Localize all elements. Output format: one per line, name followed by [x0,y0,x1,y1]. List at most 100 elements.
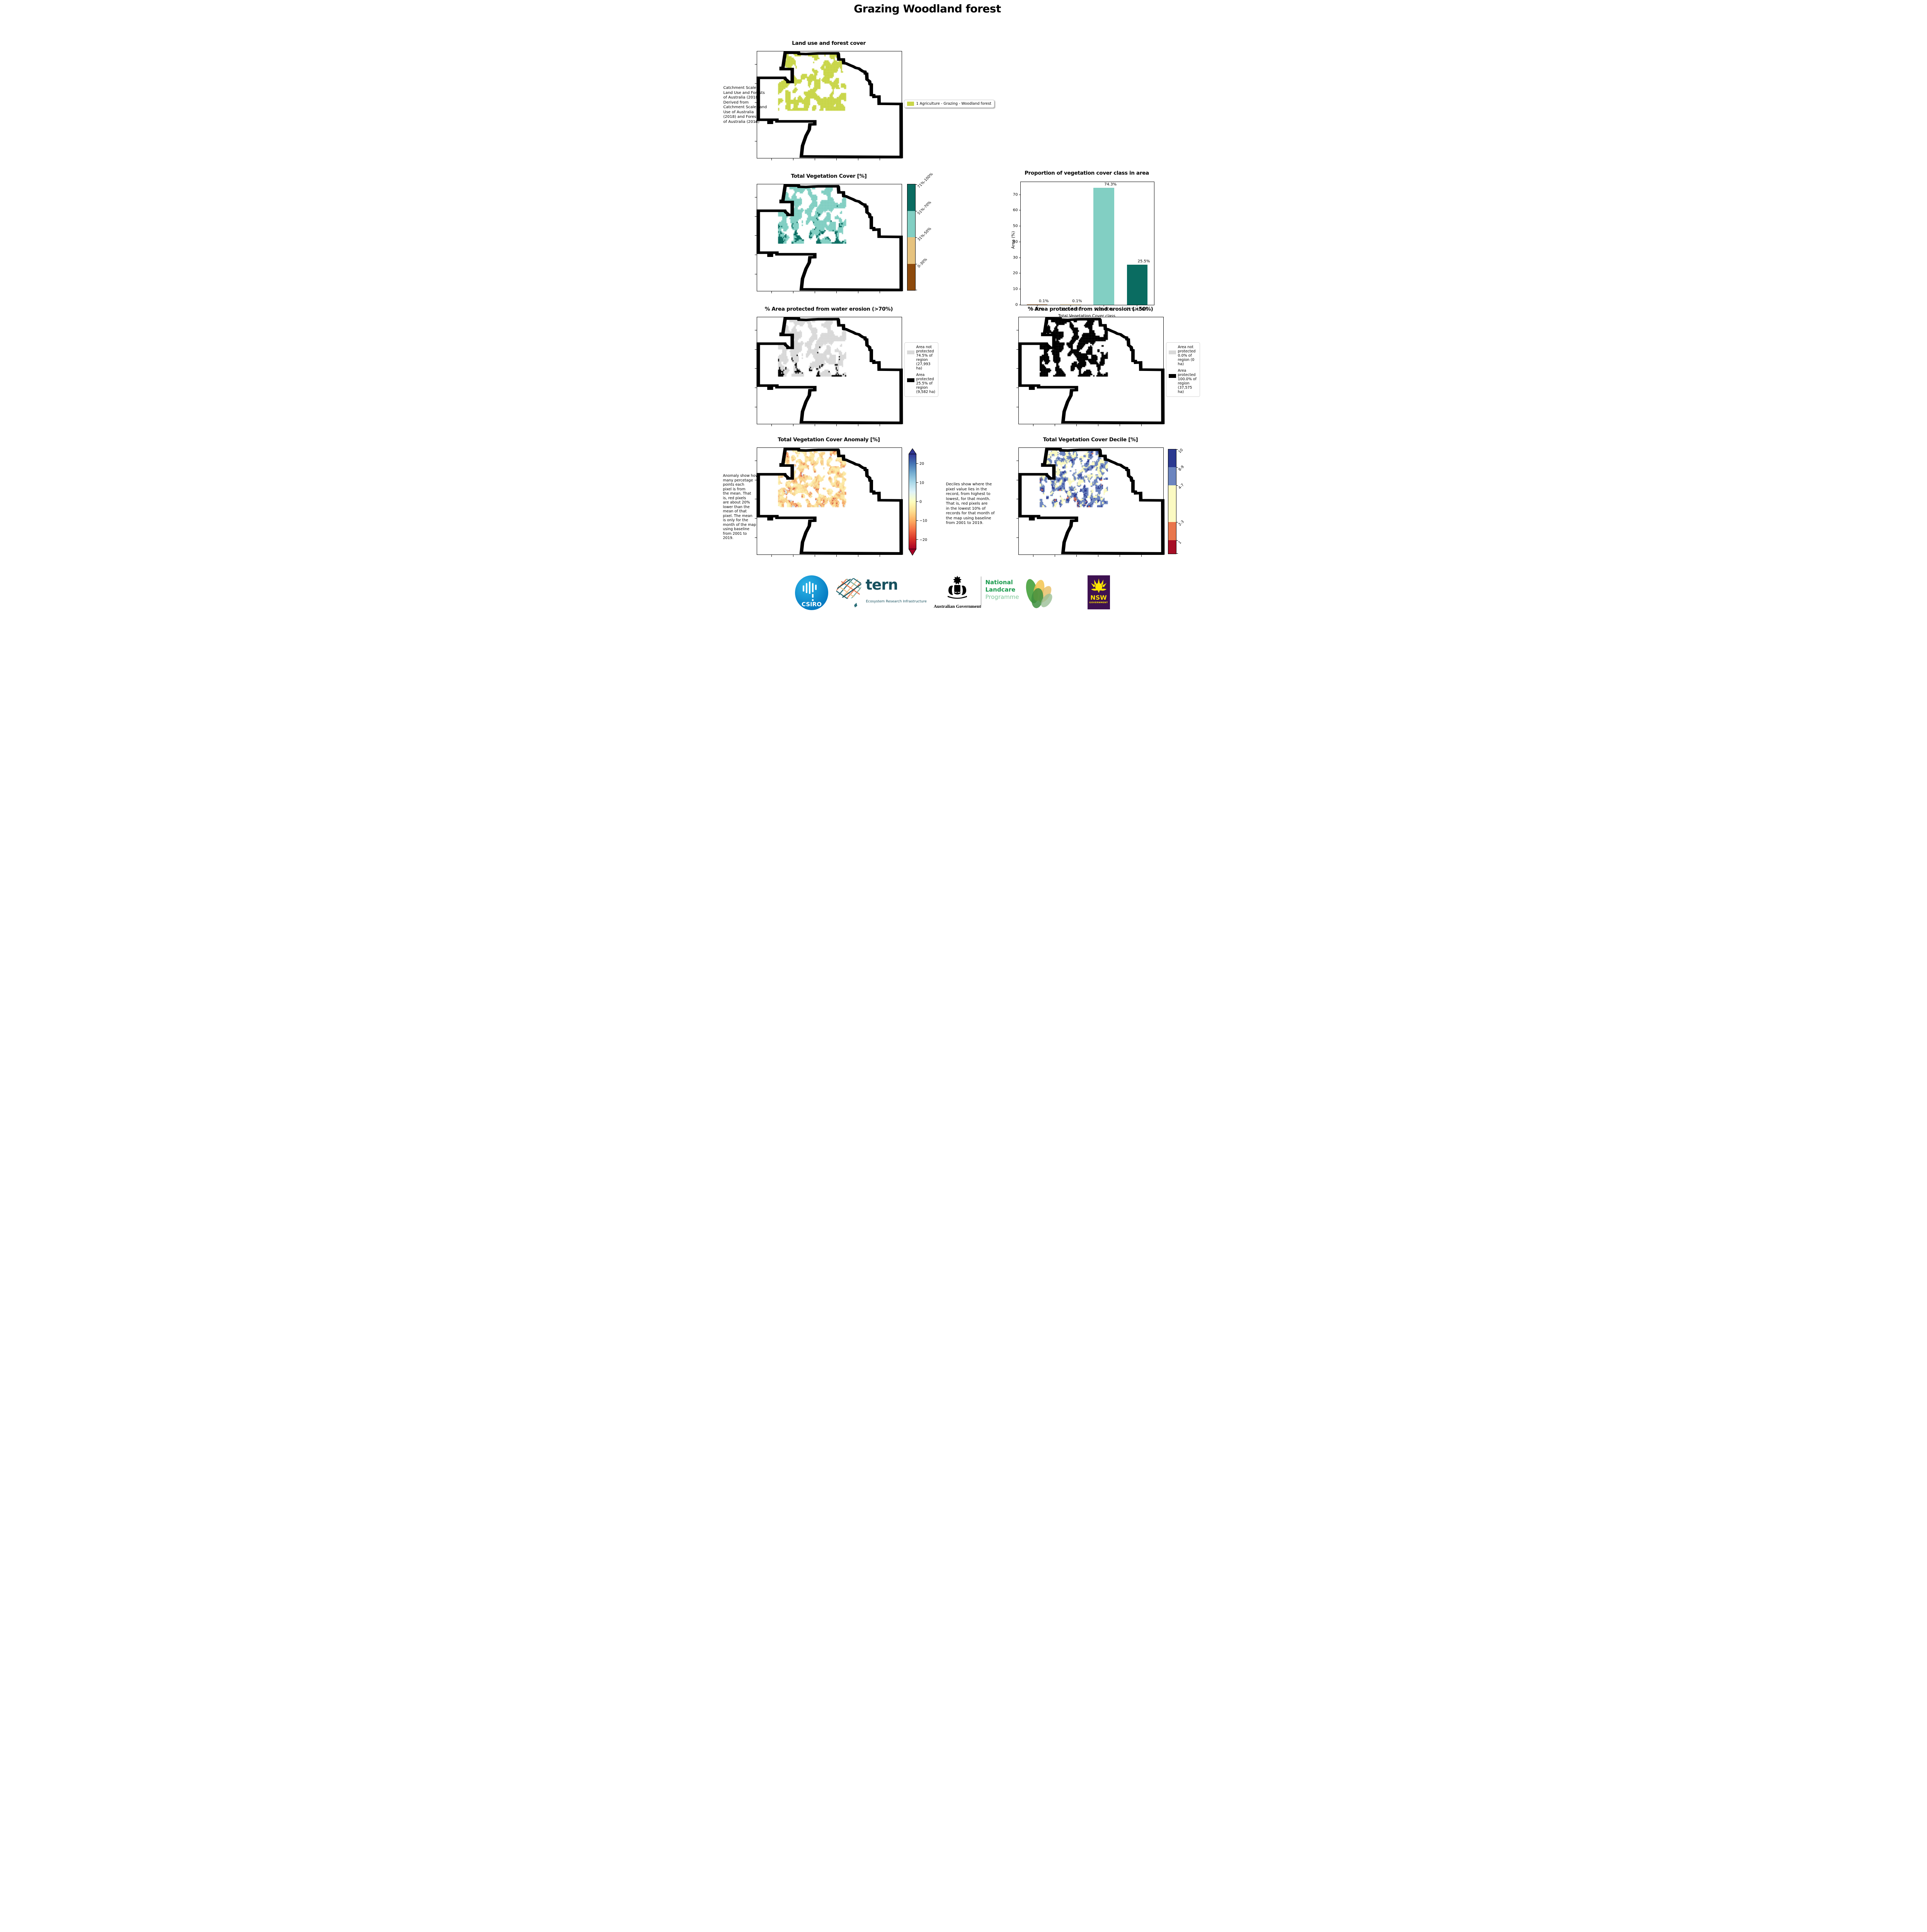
water-map [754,317,902,426]
y-tick-label: 30 [1013,255,1018,260]
anomaly-colorbar-ticks: 20 10 0 −10 −20 [916,462,927,542]
bar-51%-70% [1093,188,1114,305]
proportion-chart-title: Proportion of vegetation cover class in … [1025,170,1149,176]
water-protected-label: Area protected 25.5% of region (9,582 ha… [916,373,935,394]
y-tick-label: 10 [1013,287,1018,291]
bar-71%-100% [1127,265,1148,305]
tern-wordmark: tern [865,577,898,593]
colorbar-up-arrow [908,448,917,454]
bar-value-label: 25.5% [1137,259,1150,264]
colorbar-label: 51%-70% [916,200,932,216]
landuse-legend-label: 1 Agriculture - Grazing - Woodland fores… [916,102,991,106]
x-tick-label: 0-30% [1030,307,1044,312]
colorbar-segment [907,264,915,290]
water-notprotected-label: Area not protected 74.5% of region (27,9… [916,345,934,371]
landuse-title: Land use and forest cover [792,40,866,46]
bar-31%-50% [1060,304,1081,305]
landcare-line2: Landcare [985,586,1016,593]
colorbar-segment [907,237,915,264]
nsw-waratah-icon [1091,578,1106,592]
colorbar-label: 2-3 [1177,519,1185,527]
colorbar-label: 31%-50% [916,226,932,242]
colorbar-segment [1168,449,1176,467]
nsw-wordmark: NSW [1090,594,1107,601]
region-boundary [1019,448,1164,554]
colorbar-label: 8-9 [1177,464,1185,472]
csiro-wordmark: CSIRO [802,601,822,608]
bar-0-30% [1026,304,1048,305]
nsw-government-label: GOVERNMENT [1089,602,1108,604]
colorbar-label: 1 [1177,540,1182,545]
colorbar-label: 0-30% [916,257,928,269]
y-tick-label: 50 [1013,224,1018,228]
crest-emu [961,585,966,595]
wind-map [1016,317,1164,426]
colorbar-label: 10 [1177,448,1184,454]
anomaly-colorbar: 20 10 0 −10 −20 [908,448,927,556]
y-tick-label: 40 [1013,240,1018,244]
water-legend: Area not protected 74.5% of region (27,9… [904,342,938,397]
legend-entry: Area not protected 0.0% of region (0 ha) [1168,345,1197,366]
y-tick-label: 70 [1013,192,1018,197]
y-tick-label: 60 [1013,208,1018,213]
australian-government-crest [947,576,967,599]
colorbar-label: 71%-100% [916,172,934,189]
x-tick-label: 51%-70% [1094,307,1114,312]
water-protected-swatch [907,378,914,382]
anomaly-title: Total Vegetation Cover Anomaly [%] [778,437,880,443]
region-boundary [757,185,902,291]
wind-legend: Area not protected 0.0% of region (0 ha)… [1166,342,1200,397]
decile-colorbar: 10 8-9 4-7 2-3 1 [1168,448,1185,554]
bar-value-label: 0.1% [1039,299,1049,304]
x-tick-label: 71%-100% [1126,307,1148,312]
region-boundary [757,448,902,554]
tasmania-shape [854,603,857,607]
wind-notprotected-label: Area not protected 0.0% of region (0 ha) [1178,345,1196,366]
proportion-bar-chart: 0 10 20 30 40 50 60 70 0.1% 0-30% 0.1% 31%-50% 74.3%… [1013,182,1154,312]
csiro-logo: CSIRO [795,575,828,610]
bar-value-label: 74.3% [1104,182,1117,187]
region-boundary [757,318,902,424]
tern-subtitle: Ecosystem Research Infrastructure [866,600,927,604]
tvc-title: Total Vegetation Cover [%] [791,173,867,179]
crest-star [953,576,962,585]
wind-protected-swatch [1168,374,1176,378]
landcare-line1: National [985,579,1013,586]
chart-ylabel: Area (%) [1011,231,1016,249]
water-title: % Area protected from water erosion (>70… [764,306,893,312]
decile-map [1016,447,1164,557]
landuse-map [754,51,902,160]
csiro-wave-icon [802,582,817,601]
water-notprotected-swatch [907,350,914,354]
region-boundary [1019,318,1164,424]
landuse-caption: Catchment Scale Land Use and Forests of … [723,86,767,124]
colorbar-segment [1168,485,1176,522]
page-title: Grazing Woodland forest [854,2,1001,15]
australian-government-label: Australian Government [933,604,981,609]
landcare-leaves-icon [1026,579,1052,608]
report-page: Grazing Woodland forest Land use and for… [722,0,1205,611]
tvc-colorbar: 71%-100% 51%-70% 31%-50% 0-30% [907,172,934,291]
decile-caption: Deciles show where the pixel value lies … [946,482,995,525]
svg-text:−20: −20 [919,538,927,542]
wind-title: % Area protected from wind erosion (>50%… [1028,306,1153,312]
landcare-line3: Programme [985,594,1019,600]
anomaly-caption: Anomaly show how many percetage points e… [723,474,759,540]
region-boundary [757,52,902,158]
landuse-legend: 1 Agriculture - Grazing - Woodland fores… [904,100,994,108]
colorbar-down-arrow [908,549,916,556]
bar-value-label: 0.1% [1072,299,1082,304]
nsw-government-logo: NSW GOVERNMENT [1087,575,1110,609]
colorbar-segment [907,184,915,211]
anomaly-map [754,447,902,557]
svg-text:−10: −10 [919,519,927,523]
colorbar-label: 4-7 [1177,483,1185,490]
tvc-map [754,184,902,293]
colorbar-segment [1168,522,1176,540]
crest-kangaroo [948,585,953,595]
svg-text:20: 20 [919,462,924,466]
x-tick-label: 31%-50% [1061,307,1081,312]
y-tick-label: 20 [1013,271,1018,276]
landuse-legend-swatch [907,102,914,106]
legend-entry: Area protected 100.0% of region (37,575 … [1168,369,1197,394]
